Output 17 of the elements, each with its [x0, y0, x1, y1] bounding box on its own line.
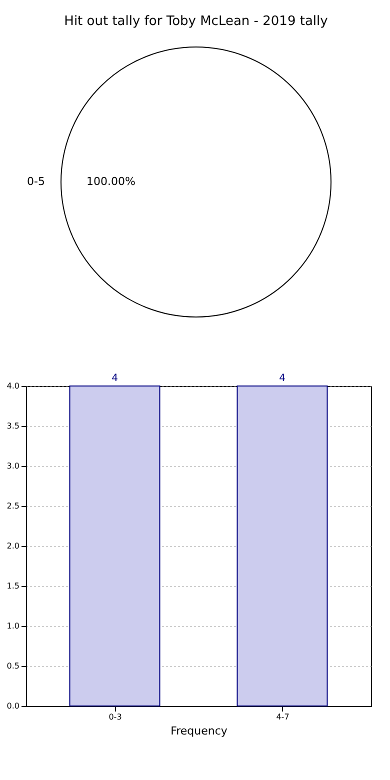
chart-title: Hit out tally for Toby McLean - 2019 tally	[64, 14, 328, 29]
x-tick-label: 0-3	[108, 712, 122, 722]
y-tick-label: 2.0	[6, 542, 20, 550]
y-tick-label: 3.5	[6, 422, 20, 430]
data-label: 4	[112, 373, 118, 384]
y-tick-label: 3.0	[6, 462, 20, 470]
data-label: 4	[279, 373, 286, 384]
slice-label: 0-5	[27, 175, 45, 188]
data-label: 100.00%	[86, 175, 136, 188]
y-tick-label: 4.0	[6, 382, 20, 390]
x-tick-label: 4-7	[276, 712, 290, 722]
y-tick-label: 1.5	[6, 582, 20, 590]
y-tick-label: 0.0	[6, 702, 20, 710]
y-tick-label: 0.5	[6, 662, 20, 670]
y-tick-label: 1.0	[6, 622, 20, 630]
y-tick-label: 2.5	[6, 502, 20, 510]
x-axis-title: Frequency	[170, 724, 228, 738]
